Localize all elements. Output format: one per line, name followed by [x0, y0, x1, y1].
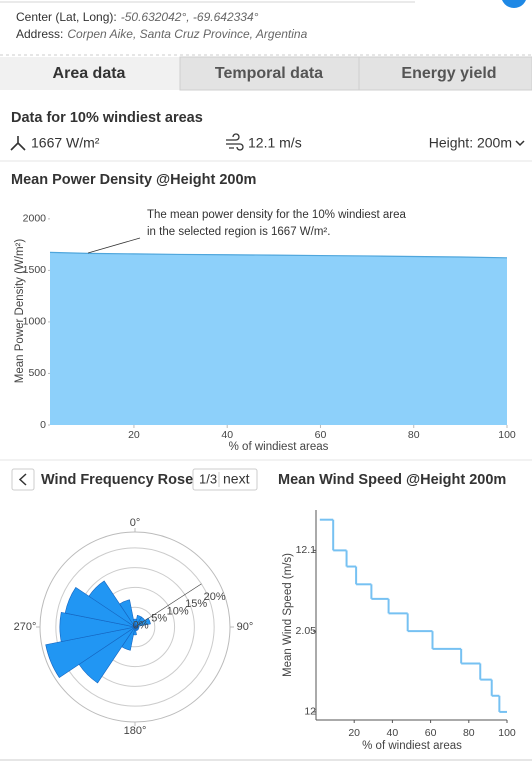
pager-label: 1/3	[199, 471, 217, 486]
center-value: -50.632042°, -69.642334°	[121, 10, 259, 24]
y-tick-label: 12.1	[296, 544, 317, 556]
power-icon	[10, 136, 26, 151]
wind-sector	[64, 586, 136, 628]
annotation: in the selected region is 1667 W/m².	[147, 226, 330, 238]
center-label: Center (Lat, Long):	[16, 10, 117, 24]
r-tick-label: 15%	[185, 598, 207, 610]
x-tick-label: 20	[128, 429, 140, 441]
section-title: Data for 10% windiest areas	[11, 110, 203, 126]
address-label: Address:	[16, 27, 63, 41]
chart-title: Wind Frequency Rose	[41, 472, 193, 488]
address-value: Corpen Aike, Santa Cruz Province, Argent…	[67, 27, 307, 41]
power-density: 1667 W/m²	[31, 135, 100, 151]
theta-tick-label: 90°	[237, 621, 254, 633]
wind-sector	[59, 611, 136, 643]
center-row: Center (Lat, Long): -50.632042°, -69.6423…	[16, 10, 259, 24]
y-tick-label: 0	[40, 419, 46, 431]
tab-label[interactable]: Energy yield	[401, 65, 496, 82]
x-tick-label: 100	[498, 429, 516, 441]
x-tick-label: 40	[387, 727, 399, 739]
wind-sector	[88, 580, 136, 628]
wind-speed: 12.1 m/s	[248, 135, 302, 151]
prev-button[interactable]	[11, 468, 35, 491]
radial-axis	[134, 583, 202, 628]
y-axis-label: Mean Power Density (W/m²)	[14, 239, 26, 384]
x-axis-label: % of windiest areas	[362, 740, 462, 752]
line	[49, 251, 508, 259]
y-tick-label: 2000	[23, 213, 47, 225]
theta-tick-label: 270°	[14, 621, 37, 633]
x-tick-label: 80	[408, 429, 420, 441]
theta-tick-label: 0°	[130, 517, 141, 529]
x-tick-label: 100	[498, 727, 516, 739]
r-tick-label: 20%	[204, 591, 226, 603]
x-tick-label: 60	[425, 727, 437, 739]
y-tick-label: 500	[28, 367, 46, 379]
r-tick-label: 0%	[133, 619, 149, 631]
y-tick-label: 1000	[23, 316, 47, 328]
tab[interactable]	[358, 56, 532, 91]
tab-active[interactable]	[0, 57, 180, 90]
grid-ring	[55, 547, 215, 707]
pager	[192, 468, 258, 491]
chart-title: Mean Wind Speed @Height 200m	[278, 472, 506, 488]
next-button[interactable]: next	[223, 471, 250, 487]
y-tick-label: 12	[304, 706, 316, 718]
tab-label[interactable]: Temporal data	[215, 65, 323, 82]
annotation-arrow	[87, 237, 141, 254]
location-button[interactable]	[501, 0, 527, 8]
address-row: Address: Corpen Aike, Santa Cruz Province…	[16, 27, 308, 41]
r-tick-label: 5%	[151, 612, 167, 624]
y-tick-label: 12.05	[290, 625, 316, 637]
r-tick-label: 10%	[167, 605, 189, 617]
chart-title: Mean Power Density @Height 200m	[11, 172, 256, 188]
prev-icon[interactable]	[18, 473, 27, 486]
annotation: The mean power density for the 10% windi…	[147, 209, 406, 221]
wind-icon	[226, 133, 244, 151]
x-tick-label: 20	[348, 727, 360, 739]
y-tick-labels: 12 12.05 12.1	[290, 544, 317, 718]
x-tick-label: 80	[463, 727, 475, 739]
y-axis-label: Mean Wind Speed (m/s)	[282, 553, 294, 677]
theta-tick-label: 180°	[124, 725, 147, 737]
chevron[interactable]	[515, 140, 525, 147]
wind-sector	[119, 599, 136, 628]
wind-sector	[45, 626, 136, 678]
tab-label[interactable]: Area data	[53, 65, 126, 82]
y-tick-label: 1500	[23, 264, 47, 276]
x-tick-label: 40	[221, 429, 233, 441]
x-axis-label: % of windiest areas	[229, 441, 329, 453]
height-select[interactable]: Height: 200m	[429, 135, 512, 151]
x-tick-label: 60	[315, 429, 327, 441]
area	[50, 252, 507, 425]
